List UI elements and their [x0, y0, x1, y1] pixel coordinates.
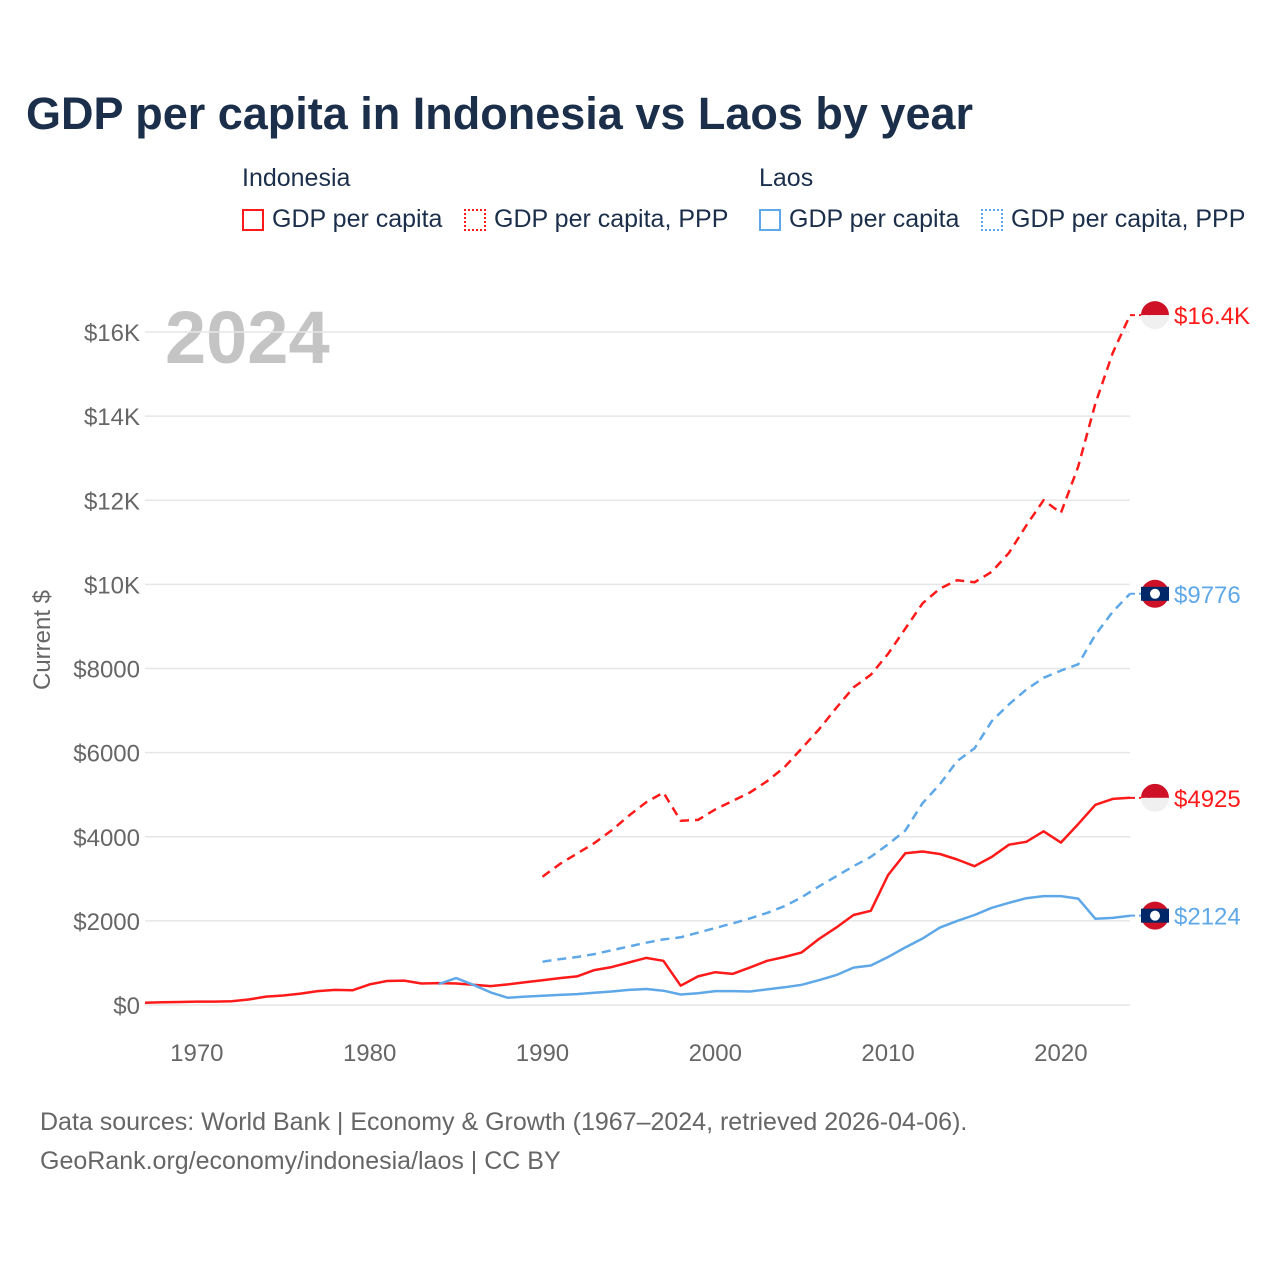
- legend-indonesia-gdp[interactable]: GDP per capita: [242, 205, 442, 234]
- legend-swatch-solid-blue: [759, 208, 781, 231]
- y-tick-label: $2000: [73, 909, 140, 936]
- y-tick-label: $6000: [73, 741, 140, 768]
- legend-group-indonesia: Indonesia: [242, 164, 351, 192]
- legend-label: GDP per capita: [789, 205, 960, 233]
- laos-flag-icon: [1150, 588, 1160, 599]
- legend-swatch-dotted-blue: [981, 208, 1003, 231]
- end-value-label: $2124: [1174, 904, 1241, 931]
- end-value-label: $16.4K: [1174, 303, 1250, 330]
- x-tick-label: 1980: [343, 1040, 396, 1067]
- indonesia-flag-icon: [1141, 783, 1169, 798]
- x-tick-label: 2010: [861, 1040, 914, 1067]
- y-tick-label: $8000: [73, 657, 140, 684]
- legend-swatch-solid-red: [242, 208, 264, 231]
- legend-label: GDP per capita: [272, 205, 443, 233]
- series-line-indonesia-gdp-per-capita-ppp: [541, 314, 1132, 878]
- legend-group-laos: Laos: [759, 164, 814, 192]
- legend-label: GDP per capita, PPP: [1011, 205, 1246, 233]
- y-tick-label: $14K: [84, 404, 140, 431]
- legend-laos-ppp[interactable]: GDP per capita, PPP: [981, 205, 1245, 234]
- x-tick-label: 2020: [1034, 1040, 1087, 1067]
- end-value-label: $9776: [1174, 582, 1241, 609]
- y-tick-label: $10K: [84, 572, 140, 599]
- footer-link[interactable]: GeoRank.org/economy/indonesia/laos | CC …: [40, 1147, 561, 1175]
- y-axis-label: Current $: [29, 590, 56, 690]
- y-tick-label: $0: [113, 993, 140, 1020]
- year-watermark: 2024: [165, 296, 330, 379]
- end-value-label: $4925: [1174, 786, 1241, 813]
- series-line-indonesia-gdp-per-capita: [144, 796, 1131, 1004]
- chart-title: GDP per capita in Indonesia vs Laos by y…: [26, 88, 974, 139]
- footer-sources: Data sources: World Bank | Economy & Gro…: [40, 1108, 968, 1136]
- series-line-laos-gdp-per-capita: [438, 894, 1131, 1000]
- legend-laos-gdp[interactable]: GDP per capita: [759, 205, 959, 234]
- indonesia-flag-icon: [1141, 315, 1169, 330]
- series-line-laos-gdp-per-capita-ppp: [542, 592, 1131, 963]
- laos-flag-icon: [1150, 910, 1160, 921]
- y-tick-label: $12K: [84, 488, 140, 515]
- x-tick-label: 1970: [170, 1040, 223, 1067]
- x-tick-label: 2000: [689, 1040, 742, 1067]
- indonesia-flag-icon: [1141, 301, 1169, 316]
- legend-indonesia-ppp[interactable]: GDP per capita, PPP: [464, 205, 728, 234]
- y-tick-label: $4000: [73, 825, 140, 852]
- legend-swatch-dotted-red: [464, 208, 486, 231]
- y-tick-label: $16K: [84, 320, 140, 347]
- legend-label: GDP per capita, PPP: [494, 205, 729, 233]
- indonesia-flag-icon: [1141, 797, 1169, 812]
- x-tick-label: 1990: [516, 1040, 569, 1067]
